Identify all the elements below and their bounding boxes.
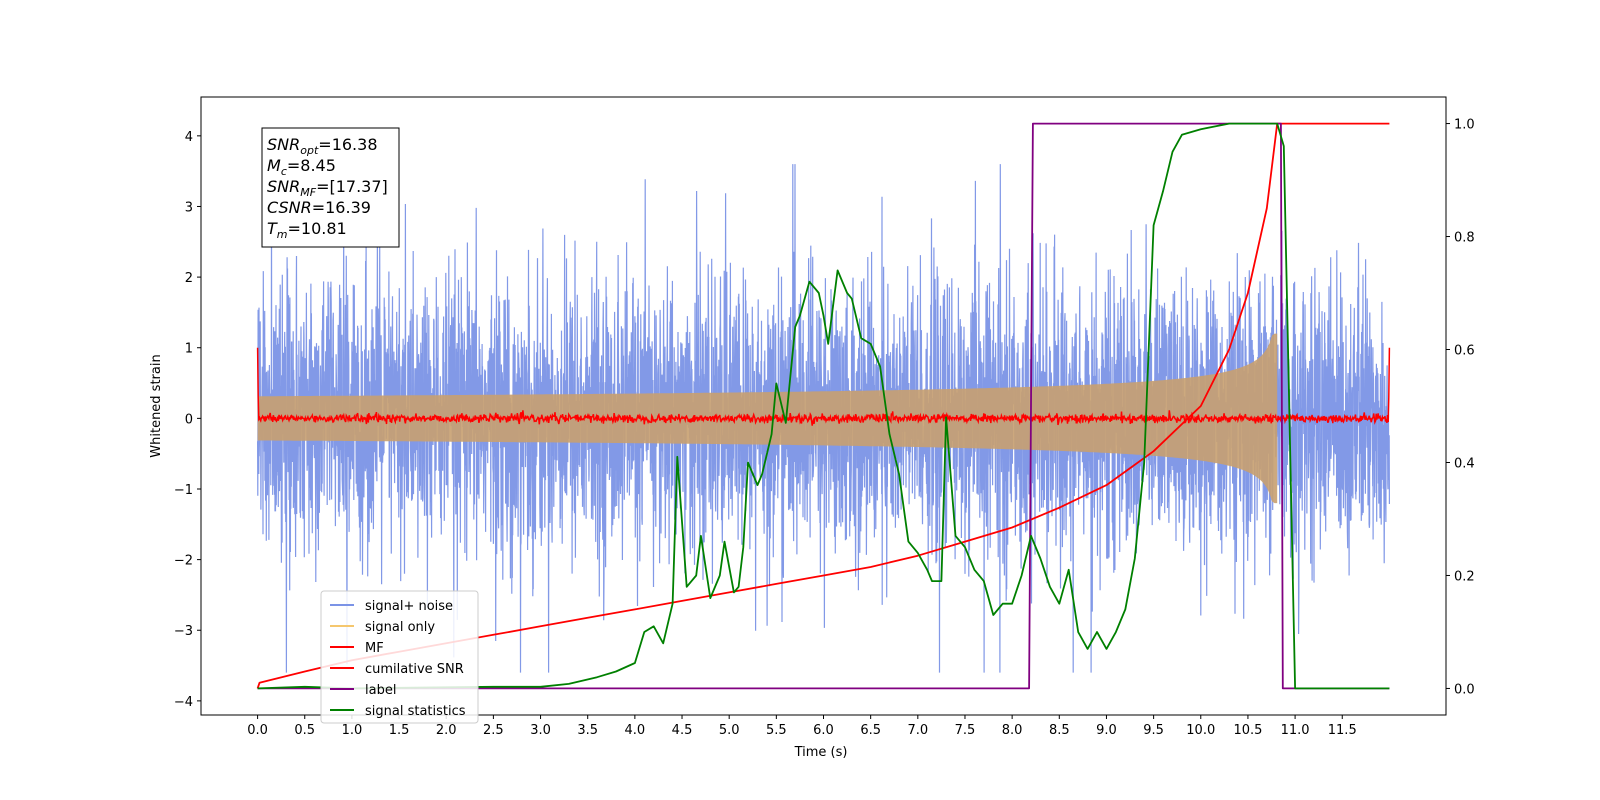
annotation-line: Tm=10.81 xyxy=(267,219,347,241)
y2-tick-label: 1.0 xyxy=(1454,118,1475,133)
snr-annotation-box: SNRopt=16.38Mc=8.45SNRMF=[17.37]CSNR=16.… xyxy=(261,127,400,248)
y-tick-label: −2 xyxy=(174,554,193,569)
x-tick-label: 3.0 xyxy=(530,723,551,738)
y-axis-right: 1.0 0.8 0.6 0.4 0.2 0.0 xyxy=(1446,118,1475,697)
y2-tick-label: 0.4 xyxy=(1454,456,1475,471)
x-tick-label: 4.5 xyxy=(672,723,693,738)
y-axis-label: Whitened strain xyxy=(149,354,164,457)
legend-frame xyxy=(320,590,479,724)
annotation-line: CSNR=16.39 xyxy=(267,198,371,217)
y-axis-left: 4 3 2 1 0 −1 −2 −3 −4 xyxy=(174,130,201,710)
x-tick-label: 9.5 xyxy=(1143,723,1164,738)
legend-label: signal statistics xyxy=(365,704,466,719)
y2-tick-label: 0.8 xyxy=(1454,231,1475,246)
x-tick-label: 0.5 xyxy=(294,723,315,738)
x-tick-label: 1.0 xyxy=(342,723,363,738)
x-tick-label: 0.0 xyxy=(247,723,268,738)
x-tick-label: 5.0 xyxy=(719,723,740,738)
legend-label: signal only xyxy=(365,620,435,635)
legend-label: label xyxy=(365,683,396,698)
annotation-line: SNRopt=16.38 xyxy=(267,135,378,157)
y2-tick-label: 0.0 xyxy=(1454,682,1475,697)
annotation-line: Mc=8.45 xyxy=(267,156,336,178)
x-tick-label: 7.5 xyxy=(955,723,976,738)
y-tick-label: 3 xyxy=(185,200,193,215)
annotation-frame xyxy=(261,127,400,248)
x-tick-label: 2.0 xyxy=(436,723,457,738)
x-tick-label: 6.0 xyxy=(813,723,834,738)
legend-label: cumilative SNR xyxy=(365,662,464,677)
x-axis-label: Time (s) xyxy=(794,745,848,760)
y-tick-label: 4 xyxy=(185,130,193,145)
x-tick-label: 10.5 xyxy=(1233,723,1262,738)
x-tick-label: 7.0 xyxy=(907,723,928,738)
legend-label: MF xyxy=(365,641,384,656)
x-tick-label: 1.5 xyxy=(389,723,410,738)
legend-label: signal+ noise xyxy=(365,599,453,614)
x-tick-label: 2.5 xyxy=(483,723,504,738)
x-tick-label: 11.0 xyxy=(1281,723,1310,738)
x-tick-label: 6.5 xyxy=(860,723,881,738)
y-tick-label: −4 xyxy=(174,695,193,710)
annotation-line: SNRMF=[17.37] xyxy=(267,177,388,199)
x-tick-label: 8.5 xyxy=(1049,723,1070,738)
x-tick-label: 8.0 xyxy=(1002,723,1023,738)
x-axis: 0.0 0.5 1.0 1.5 2.0 2.5 3.0 3.5 4.0 4.5 5.0 5.5 6.0 6… xyxy=(247,715,1357,738)
x-tick-label: 5.5 xyxy=(766,723,787,738)
series-signal-statistics xyxy=(257,122,1390,690)
x-tick-label: 11.5 xyxy=(1328,723,1357,738)
x-tick-label: 9.0 xyxy=(1096,723,1117,738)
y2-tick-label: 0.2 xyxy=(1454,569,1475,584)
y-tick-label: −3 xyxy=(174,624,193,639)
legend: signal+ noise signal only MF cumilative SNR… xyxy=(320,590,479,724)
y-tick-label: 0 xyxy=(185,412,193,427)
y-tick-label: −1 xyxy=(174,483,193,498)
y2-tick-label: 0.6 xyxy=(1454,344,1475,359)
y-tick-label: 1 xyxy=(185,342,193,357)
x-tick-label: 3.5 xyxy=(577,723,598,738)
x-tick-label: 4.0 xyxy=(625,723,646,738)
series-mf xyxy=(256,347,1391,426)
y-tick-label: 2 xyxy=(185,271,193,286)
x-tick-label: 10.0 xyxy=(1186,723,1215,738)
